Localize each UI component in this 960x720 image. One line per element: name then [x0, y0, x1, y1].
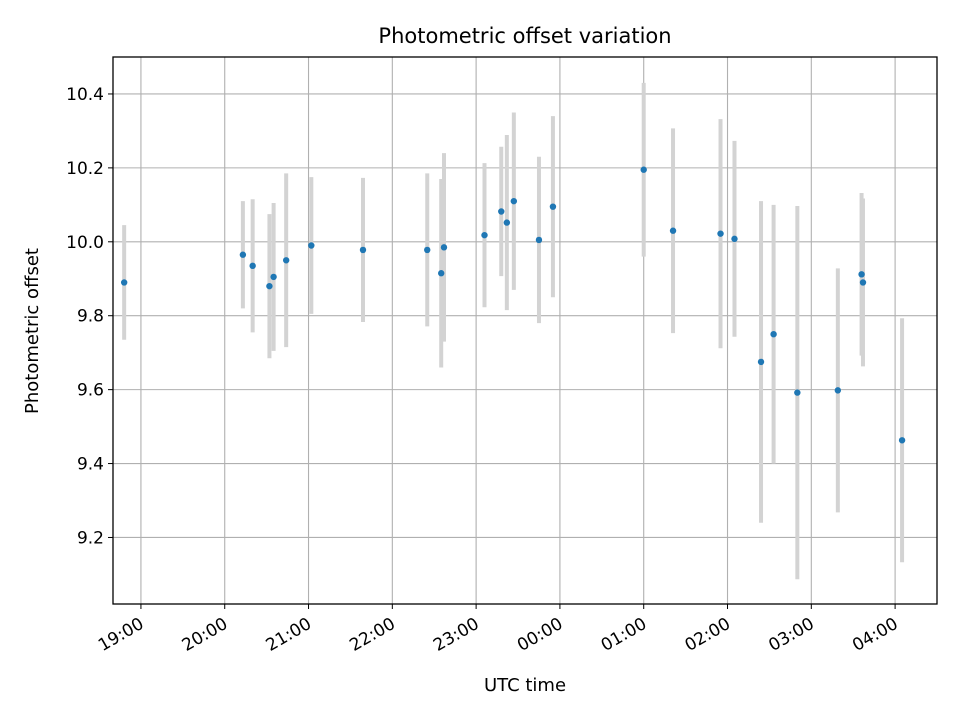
x-tick-label: 04:00 [849, 614, 901, 656]
data-point [424, 246, 431, 254]
data-point [498, 208, 505, 215]
y-tick-label: 10.0 [66, 233, 104, 253]
data-point [120, 279, 128, 286]
y-tick-label: 9.4 [77, 455, 104, 475]
data-point [794, 389, 801, 396]
x-tick-label: 20:00 [179, 614, 231, 656]
y-tick-label: 10.2 [66, 159, 104, 179]
data-point [270, 273, 277, 281]
data-point [731, 235, 738, 243]
x-tick-label: 22:00 [346, 614, 398, 656]
data-point [239, 251, 247, 258]
plot-area-frame [112, 56, 938, 605]
data-point [669, 227, 677, 234]
data-point [308, 242, 315, 249]
data-point [249, 262, 256, 270]
y-tick-label: 9.2 [77, 528, 104, 548]
data-point [770, 330, 777, 338]
data-point [438, 270, 445, 277]
data-point [859, 279, 867, 286]
data-point [535, 236, 543, 244]
grid-lines [113, 57, 937, 604]
data-point [282, 257, 290, 264]
x-tick-label: 21:00 [263, 614, 315, 656]
x-tick-label: 02:00 [682, 614, 734, 656]
y-tick-label: 9.6 [77, 381, 104, 401]
y-axis-title: Photometric offset [22, 248, 43, 414]
x-axis-title: UTC time [484, 675, 566, 696]
data-point [503, 219, 511, 226]
y-axis-ticks: 9.2 9.4 9.6 9.8 10.0 10.2 10.4 [66, 85, 113, 548]
data-point [858, 271, 865, 278]
x-tick-label: 19:00 [95, 614, 147, 656]
data-point [481, 231, 488, 239]
data-point [898, 437, 906, 444]
x-axis-ticks: 19:00 20:00 21:00 22:00 23:00 00:00 01:00 02:00… [95, 604, 902, 656]
x-tick-label: 03:00 [765, 614, 817, 656]
data-points [120, 166, 906, 444]
data-point [717, 230, 724, 237]
data-point [834, 387, 842, 394]
data-point [549, 203, 557, 210]
data-point [510, 197, 518, 205]
data-point [757, 358, 765, 366]
y-tick-label: 9.8 [77, 307, 104, 327]
chart-title: Photometric offset variation [378, 24, 671, 48]
y-tick-label: 10.4 [66, 85, 104, 105]
x-tick-label: 01:00 [598, 614, 650, 656]
data-point [440, 244, 448, 251]
data-point [359, 246, 367, 254]
data-point [266, 282, 273, 290]
data-point [640, 166, 647, 173]
error-bars [122, 82, 905, 580]
x-tick-label: 00:00 [514, 614, 566, 656]
x-tick-label: 23:00 [430, 614, 482, 656]
